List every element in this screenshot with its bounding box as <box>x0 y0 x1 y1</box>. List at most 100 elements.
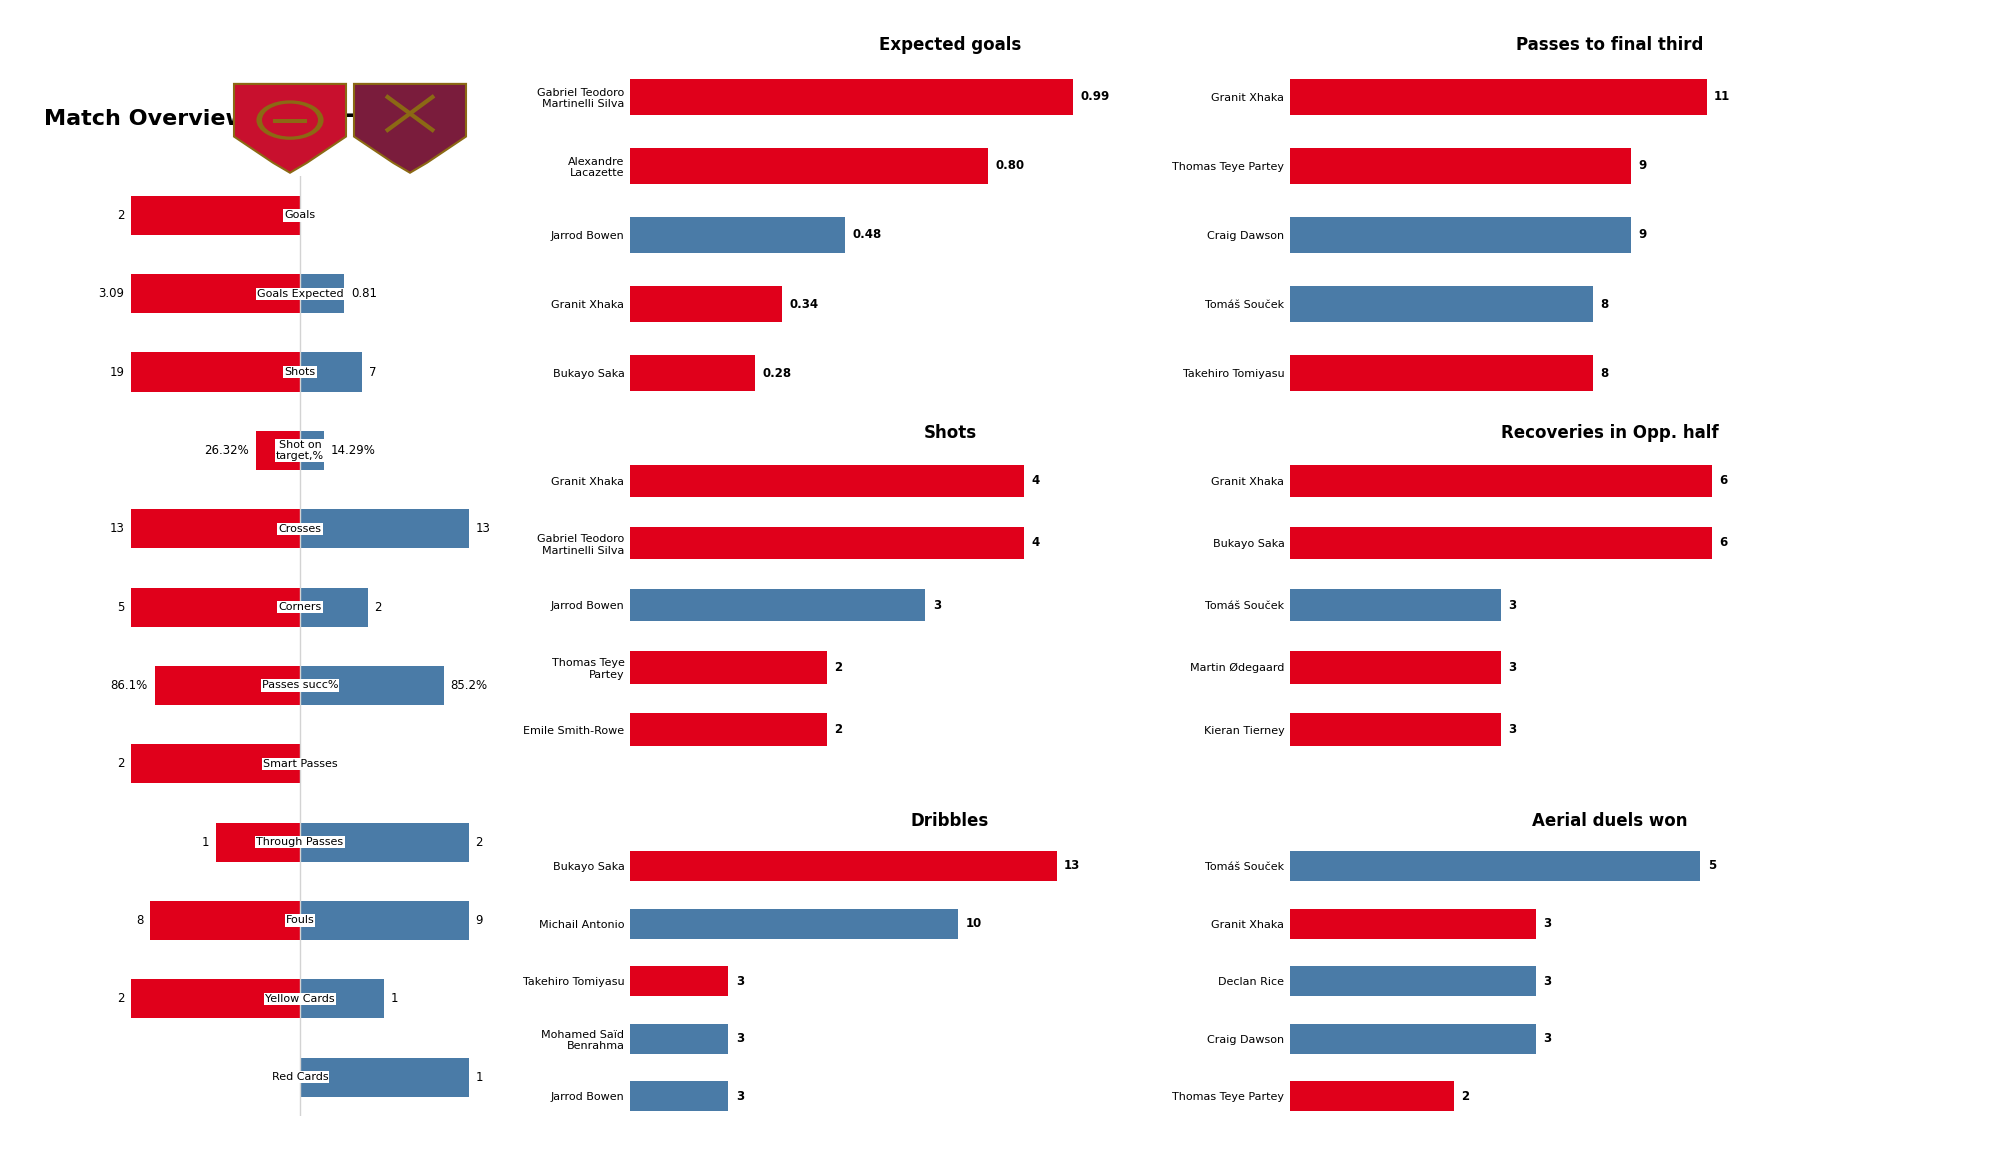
Text: 0.81: 0.81 <box>350 287 376 301</box>
Text: 3: 3 <box>1544 974 1552 988</box>
Text: 1: 1 <box>202 835 208 848</box>
Text: 0: 0 <box>286 1070 294 1083</box>
Text: 2: 2 <box>374 600 382 613</box>
Title: Expected goals: Expected goals <box>878 36 1022 54</box>
Bar <box>300 979 384 1019</box>
Text: 85.2%: 85.2% <box>450 679 488 692</box>
Text: 0: 0 <box>306 757 314 771</box>
Text: 8: 8 <box>136 914 144 927</box>
Text: 2: 2 <box>1462 1090 1470 1103</box>
Bar <box>1290 217 1630 253</box>
Bar <box>300 509 468 549</box>
Text: Yellow Cards: Yellow Cards <box>266 994 334 1003</box>
Text: 4: 4 <box>1032 537 1040 550</box>
Bar <box>630 464 1024 497</box>
Text: 86.1%: 86.1% <box>110 679 148 692</box>
Text: 6: 6 <box>1720 537 1728 550</box>
Text: 3: 3 <box>1508 598 1516 612</box>
Text: 3: 3 <box>1544 916 1552 931</box>
Text: 13: 13 <box>476 522 490 536</box>
Bar <box>1290 851 1700 881</box>
Text: 9: 9 <box>476 914 484 927</box>
Text: Passes succ%: Passes succ% <box>262 680 338 691</box>
Title: Aerial duels won: Aerial duels won <box>1532 812 1688 830</box>
Text: 8: 8 <box>1600 367 1608 380</box>
Text: 5: 5 <box>1708 859 1716 872</box>
Bar <box>300 822 468 861</box>
Bar <box>1290 651 1500 684</box>
Text: Crosses: Crosses <box>278 524 322 533</box>
Text: 9: 9 <box>1638 160 1646 173</box>
Bar <box>630 651 826 684</box>
Text: 14.29%: 14.29% <box>330 444 376 457</box>
Text: 3: 3 <box>736 1090 744 1103</box>
Text: 5: 5 <box>118 600 124 613</box>
Bar <box>630 908 958 939</box>
Bar <box>630 79 1074 115</box>
Text: 0: 0 <box>306 209 314 222</box>
Text: 0.28: 0.28 <box>762 367 792 380</box>
Text: 2: 2 <box>118 209 124 222</box>
Bar <box>1290 355 1592 391</box>
Text: 9: 9 <box>1638 228 1646 242</box>
Bar <box>1290 1023 1536 1054</box>
Bar <box>150 901 300 940</box>
Bar <box>1290 966 1536 996</box>
Title: Recoveries in Opp. half: Recoveries in Opp. half <box>1502 424 1718 442</box>
Bar <box>132 744 300 784</box>
Text: 3: 3 <box>1508 723 1516 736</box>
Bar <box>300 666 444 705</box>
Text: 19: 19 <box>110 365 124 378</box>
Text: 7: 7 <box>368 365 376 378</box>
Bar <box>630 851 1056 881</box>
Bar <box>300 274 344 314</box>
Text: 2 - 0: 2 - 0 <box>316 101 384 129</box>
Text: 2: 2 <box>118 757 124 771</box>
Bar <box>300 352 362 391</box>
Text: Match Overview: Match Overview <box>44 109 246 129</box>
Bar <box>630 355 756 391</box>
Text: 13: 13 <box>1064 859 1080 872</box>
Text: 2: 2 <box>834 723 842 736</box>
Text: 6: 6 <box>1720 475 1728 488</box>
Bar <box>132 352 300 391</box>
Text: Through Passes: Through Passes <box>256 837 344 847</box>
Text: Shots: Shots <box>284 367 316 377</box>
Bar <box>630 526 1024 559</box>
Bar <box>1290 713 1500 746</box>
Bar <box>630 1081 728 1112</box>
Text: 0.80: 0.80 <box>996 160 1024 173</box>
Text: Goals Expected: Goals Expected <box>256 289 344 298</box>
Text: 2: 2 <box>476 835 484 848</box>
Text: Smart Passes: Smart Passes <box>262 759 338 768</box>
Text: Goals: Goals <box>284 210 316 221</box>
Bar <box>300 1058 468 1096</box>
Bar <box>630 589 926 622</box>
Text: 10: 10 <box>966 916 982 931</box>
Title: Shots: Shots <box>924 424 976 442</box>
Text: 3: 3 <box>932 598 940 612</box>
Text: Shot on
target,%: Shot on target,% <box>276 439 324 462</box>
Bar <box>1290 1081 1454 1112</box>
Text: 0.99: 0.99 <box>1080 90 1110 103</box>
Text: 3: 3 <box>1544 1032 1552 1046</box>
Bar <box>630 217 844 253</box>
Bar <box>300 901 468 940</box>
Text: Fouls: Fouls <box>286 915 314 926</box>
Bar <box>1290 148 1630 183</box>
Text: 0.48: 0.48 <box>852 228 882 242</box>
Bar <box>630 966 728 996</box>
Bar <box>1290 589 1500 622</box>
Bar <box>300 431 324 470</box>
Bar <box>132 979 300 1019</box>
Text: 13: 13 <box>110 522 124 536</box>
Bar <box>216 822 300 861</box>
Bar <box>132 509 300 549</box>
Title: Passes to final third: Passes to final third <box>1516 36 1704 54</box>
Text: 3.09: 3.09 <box>98 287 124 301</box>
Title: Dribbles: Dribbles <box>910 812 990 830</box>
Text: 0.34: 0.34 <box>790 297 818 310</box>
Bar <box>630 1023 728 1054</box>
Bar <box>256 431 300 470</box>
Text: 2: 2 <box>118 992 124 1006</box>
